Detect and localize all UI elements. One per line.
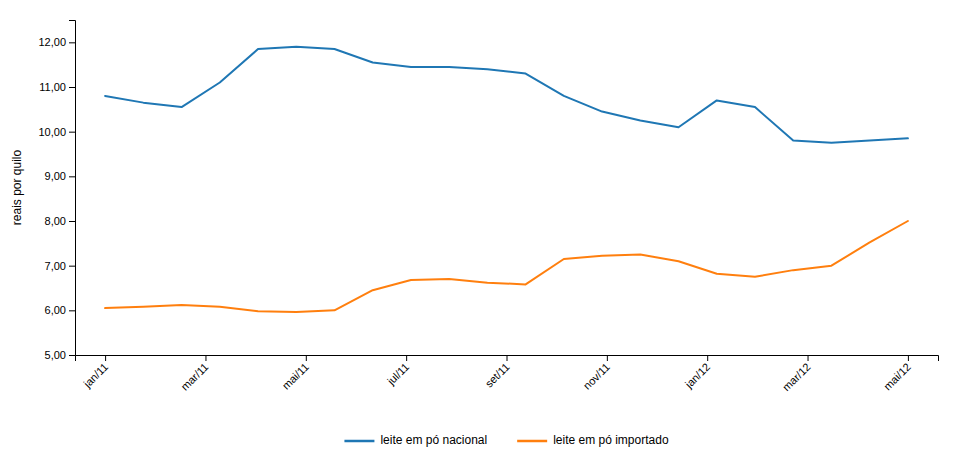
x-tick-label: mai/11: [280, 361, 311, 392]
x-tick-mark: [306, 355, 307, 361]
x-axis-line: [76, 356, 939, 362]
series-line: [105, 47, 908, 143]
y-tick-label: 11,00: [39, 81, 66, 93]
x-tick-mark: [808, 355, 809, 361]
x-tick: mar/12: [780, 355, 813, 393]
x-tick-mark: [105, 355, 106, 361]
y-tick: 9,00: [45, 170, 75, 182]
x-tick-label: jul/11: [384, 361, 411, 388]
legend-label: leite em pó nacional: [380, 433, 487, 447]
legend-item: leite em pó importado: [517, 433, 669, 447]
y-tick-label: 8,00: [45, 215, 66, 227]
x-tick-label: mar/12: [780, 361, 813, 394]
y-tick: 5,00: [45, 349, 75, 361]
legend-swatch: [517, 440, 547, 443]
y-tick-label: 12,00: [38, 36, 66, 48]
legend-item: leite em pó nacional: [344, 433, 487, 447]
y-tick-label: 5,00: [45, 349, 66, 361]
y-tick: 8,00: [45, 215, 75, 227]
y-tick-label: 10,00: [38, 126, 66, 138]
x-tick-label: nov/11: [581, 361, 612, 392]
y-axis-title: reais por quilo: [10, 149, 24, 225]
y-tick-mark: [69, 42, 75, 43]
x-tick-mark: [908, 355, 909, 361]
y-tick-mark: [69, 266, 75, 267]
y-tick-mark: [69, 132, 75, 133]
y-tick-mark: [69, 310, 75, 311]
x-tick: mai/12: [881, 355, 913, 392]
x-tick-label: mar/11: [179, 361, 211, 393]
x-tick: jul/11: [384, 355, 411, 388]
y-tick-label: 7,00: [45, 260, 66, 272]
x-tick: set/11: [483, 355, 512, 390]
y-tick: 10,00: [38, 126, 75, 138]
legend-swatch: [344, 440, 374, 443]
x-tick: mai/11: [280, 355, 311, 392]
plot: jan/11 mar/11 mai/11 jul/11 set/11 nov/11 jan/…: [38, 21, 938, 394]
y-tick-mark: [69, 87, 75, 88]
y-tick: 6,00: [45, 304, 75, 316]
legend-label: leite em pó importado: [553, 433, 669, 447]
y-tick-mark: [69, 221, 75, 222]
y-tick: 12,00: [38, 36, 75, 48]
y-tick-mark: [69, 176, 75, 177]
x-tick-mark: [507, 355, 508, 361]
y-tick: 11,00: [39, 81, 75, 93]
y-axis-line: [69, 21, 76, 356]
x-tick-label: set/11: [483, 361, 512, 390]
x-tick-label: jan/11: [80, 361, 110, 391]
x-tick-label: jan/12: [682, 361, 712, 391]
y-tick: 7,00: [45, 260, 75, 272]
x-tick: mar/11: [179, 355, 211, 393]
x-tick-mark: [607, 355, 608, 361]
chart: jan/11 mar/11 mai/11 jul/11 set/11 nov/11 jan/…: [0, 0, 968, 455]
x-tick: jan/12: [682, 355, 712, 391]
lines: [105, 47, 908, 312]
x-tick-mark: [707, 355, 708, 361]
x-tick: nov/11: [581, 355, 612, 392]
y-tick-label: 9,00: [45, 170, 66, 182]
y-tick-mark: [69, 355, 75, 356]
x-tick-mark: [406, 355, 407, 361]
y-axis: 5,00 6,00 7,00 8,00 9,00 10,00 11,00 12,00: [38, 21, 75, 362]
legend: leite em pó nacional leite em pó importad…: [344, 433, 668, 447]
x-tick-label: mai/12: [881, 361, 913, 393]
x-axis: jan/11 mar/11 mai/11 jul/11 set/11 nov/11 jan/…: [76, 355, 939, 393]
series-line: [105, 221, 908, 312]
x-tick: jan/11: [80, 355, 110, 390]
x-tick-mark: [205, 355, 206, 361]
y-tick-label: 6,00: [45, 304, 66, 316]
